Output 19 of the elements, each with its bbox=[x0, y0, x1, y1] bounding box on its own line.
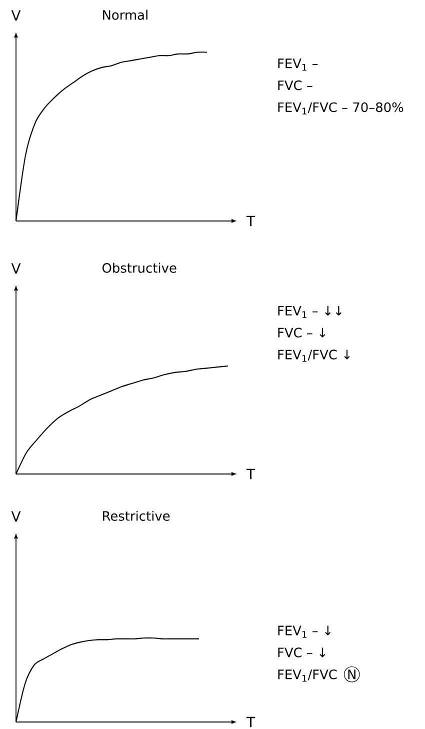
chart-title: Normal bbox=[103, 10, 148, 20]
text: FEV$_{1}$ – bbox=[278, 58, 318, 71]
text: FEV$_{1}$/FVC ↓ bbox=[278, 350, 350, 362]
text: N bbox=[348, 670, 356, 680]
text: FVC – ↓ bbox=[278, 648, 326, 658]
text: FEV$_{1}$/FVC bbox=[278, 669, 337, 682]
y-axis-title: V bbox=[11, 511, 21, 522]
text: FEV$_{1}$/FVC – 70–80% bbox=[278, 102, 404, 114]
y-axis-title: V bbox=[11, 263, 21, 274]
text: FEV$_{1}$ – ↓↓ bbox=[278, 306, 342, 318]
x-axis-title: T bbox=[246, 716, 256, 728]
text: FEV$_{1}$ – ↓ bbox=[278, 626, 331, 638]
x-axis-title: T bbox=[246, 468, 256, 480]
text: FVC – ↓ bbox=[278, 328, 326, 338]
y-axis-title: V bbox=[11, 10, 21, 20]
chart-title: Restrictive bbox=[103, 510, 170, 521]
x-axis-title: T bbox=[246, 216, 256, 226]
chart-title: Obstructive bbox=[102, 262, 176, 273]
text: FVC – bbox=[278, 80, 312, 90]
